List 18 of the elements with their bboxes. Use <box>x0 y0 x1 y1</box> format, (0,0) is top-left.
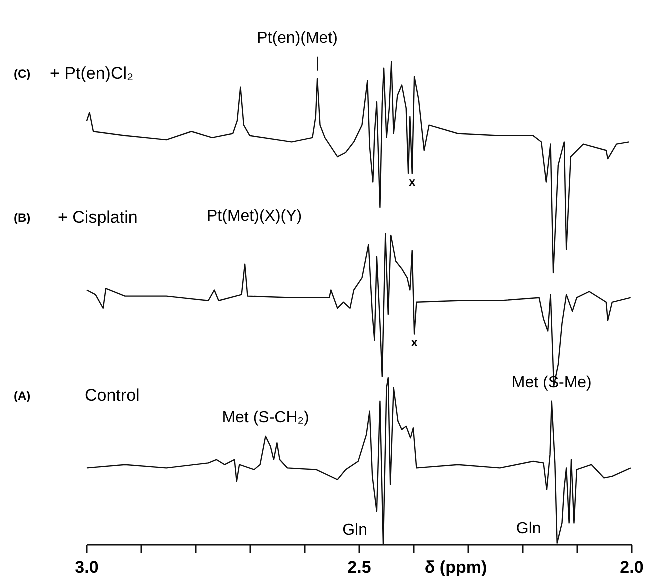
chart-title: (C) <box>14 67 31 81</box>
annotation: x <box>409 174 416 189</box>
text: (A) <box>14 389 31 403</box>
chart-title: (B) <box>14 211 31 225</box>
chart-subtitle: + Cisplatin <box>58 208 138 227</box>
x-tick-label: 3.0 <box>75 558 99 577</box>
annotation: Met (S-CH₂) <box>222 409 310 426</box>
x-axis-title: δ (ppm) <box>424 558 488 577</box>
text: Control <box>85 386 140 405</box>
annotation: Gln <box>342 522 368 539</box>
annotation: x <box>411 335 418 350</box>
chart-subtitle: + Pt(en)Cl₂ <box>50 64 134 83</box>
annotation: Gln <box>516 520 542 538</box>
annotation: Met (S-Me) <box>512 374 592 392</box>
x-tick-label: 2.0 <box>620 558 644 577</box>
annotation: Pt(en)(Met) <box>257 30 338 47</box>
annotation: Pt(Met)(X)(Y) <box>207 208 302 225</box>
x-tick-label: 2.5 <box>348 558 372 577</box>
